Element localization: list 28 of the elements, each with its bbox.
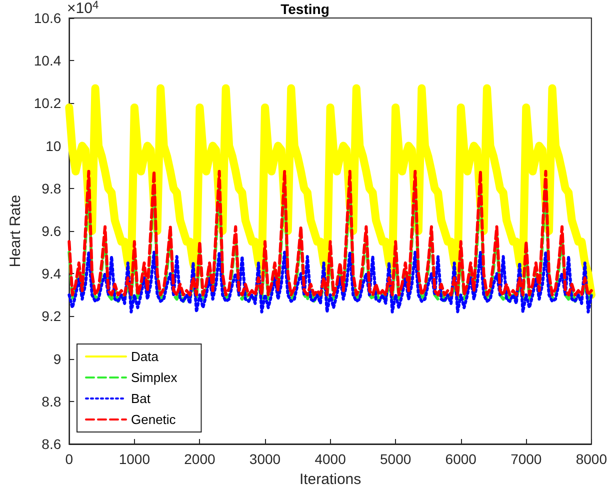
x-tick-label: 3000 <box>249 451 281 467</box>
x-tick-label: 8000 <box>576 451 608 467</box>
y-tick-label: 10.6 <box>34 10 62 26</box>
y-tick-label: 9.6 <box>42 223 62 239</box>
y-tick-label: 10 <box>46 138 62 154</box>
x-tick-label: 5000 <box>380 451 412 467</box>
y-tick-label: 9.2 <box>42 308 62 324</box>
chart-title: Testing <box>280 1 330 17</box>
y-tick-label: 10.2 <box>34 95 62 112</box>
y-tick-label: 8.6 <box>42 436 62 452</box>
y-tick-label: 9 <box>53 350 62 367</box>
x-axis-title: Iterations <box>299 471 362 488</box>
x-tick-label: 7000 <box>510 451 542 467</box>
legend-label: Data <box>131 349 160 364</box>
y-tick-label: 9.8 <box>42 180 62 196</box>
legend-label: Simplex <box>131 370 178 385</box>
legend-label: Bat <box>131 391 151 406</box>
x-tick-label: 4000 <box>314 451 346 467</box>
x-tick-label: 0 <box>65 451 74 467</box>
y-axis-title: Heart Rate <box>7 194 24 268</box>
x-tick-label: 2000 <box>184 451 216 467</box>
line-series <box>68 250 593 314</box>
y-tick-label: 10.4 <box>34 52 62 69</box>
legend-label: Genetic <box>131 412 176 427</box>
x-tick-label: 1000 <box>118 451 150 467</box>
y-tick-label: 8.8 <box>42 393 62 410</box>
x-tick-label: 6000 <box>445 451 477 467</box>
y-tick-label: 9.4 <box>42 266 62 282</box>
